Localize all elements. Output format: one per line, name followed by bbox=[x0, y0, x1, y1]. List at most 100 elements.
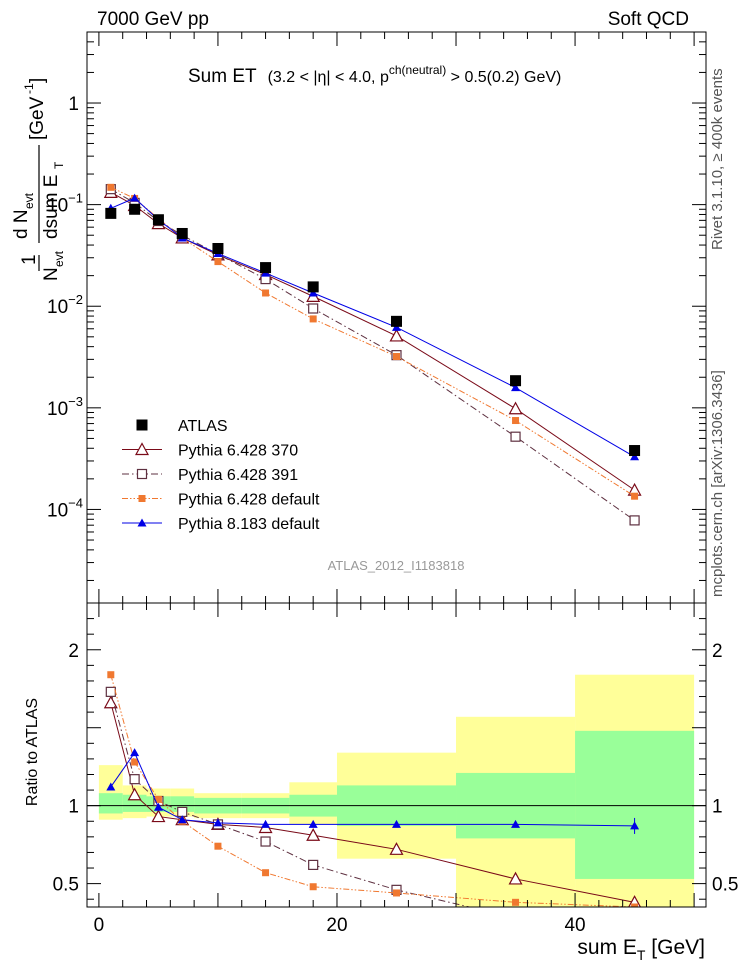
x-tick-label: 40 bbox=[564, 915, 585, 936]
main-pythia-6-428-370-point bbox=[508, 401, 523, 415]
plot-title-detail: (3.2 < |η| < 4.0, p bbox=[268, 69, 389, 86]
ratio-pythia-8-183-default-line bbox=[110, 751, 635, 827]
ratio-pythia-6-428-391-point bbox=[308, 859, 319, 871]
main-pythia-8-183-default-line bbox=[110, 197, 635, 458]
main-pythia-8-183-default-point bbox=[130, 193, 140, 202]
ratio-frame bbox=[86, 602, 707, 908]
plot-title-tail: > 0.5(0.2) GeV) bbox=[446, 69, 561, 86]
main-atlas-series bbox=[105, 203, 641, 457]
main-pythia-6-428-default-point bbox=[393, 353, 400, 361]
plot-title-sup: ch(neutral) bbox=[389, 63, 446, 77]
main-pythia-8-183-default-point bbox=[630, 452, 640, 461]
ratio-bands bbox=[98, 674, 695, 907]
ratio-pythia-8-183-default-point bbox=[106, 782, 116, 791]
uncertainty-band-inner bbox=[98, 793, 123, 814]
main-atlas-point bbox=[212, 242, 224, 254]
ratio-pythia-6-428-391-point bbox=[177, 806, 188, 818]
main-atlas-point bbox=[391, 315, 402, 327]
ratio-y-tick-label-right: 1 bbox=[712, 797, 723, 818]
main-pythia-6-428-391-point bbox=[308, 303, 319, 314]
ratio-pythia-6-428-default-point bbox=[262, 869, 270, 877]
main-pythia-6-428-default-point bbox=[512, 417, 520, 425]
ratio-plot-area: 0.5 0.51 12 20 20 40 bbox=[53, 602, 738, 936]
main-pythia-8-183-default-point bbox=[308, 288, 318, 297]
ratio-y-axis-label: Ratio to ATLAS bbox=[24, 698, 41, 806]
svg-text:d N: d N bbox=[11, 209, 32, 239]
category-label: Soft QCD bbox=[608, 9, 689, 30]
ratio-pythia-6-428-default-point bbox=[393, 889, 400, 897]
svg-text:-1: -1 bbox=[22, 83, 36, 94]
legend-item: Pythia 6.428 default bbox=[122, 492, 320, 509]
svg-text:1: 1 bbox=[19, 254, 40, 265]
x-axis-title: sum ET [GeV] bbox=[577, 936, 705, 963]
ratio-pythia-6-428-391-point bbox=[129, 774, 140, 785]
main-pythia-6-428-default-point bbox=[309, 315, 317, 323]
main-pythia-6-428-391-line bbox=[110, 188, 635, 521]
ratio-pythia-8-183-default-point bbox=[308, 819, 318, 828]
ratio-y-tick-label: 0.5 bbox=[53, 875, 79, 896]
ratio-pythia-6-428-default-point bbox=[214, 842, 222, 850]
main-pythia-6-428-default-point bbox=[214, 258, 222, 266]
ratio-pythia-6-428-370-point bbox=[306, 828, 321, 841]
mcplots-label: mcplots.cern.ch [arXiv:1306.3436] bbox=[709, 370, 726, 597]
main-atlas-point bbox=[176, 227, 188, 239]
ratio-pythia-8-183-default-point bbox=[392, 819, 401, 828]
collision-label: 7000 GeV pp bbox=[97, 9, 209, 30]
main-atlas-point bbox=[129, 203, 141, 215]
uncertainty-band-inner bbox=[170, 796, 195, 812]
main-pythia-6-428-default-point bbox=[262, 289, 270, 297]
svg-text:[GeV: [GeV bbox=[27, 96, 48, 140]
main-pythia-6-428-391-point bbox=[510, 431, 521, 442]
rivet-label: Rivet 3.1.10, ≥ 400k events bbox=[709, 68, 726, 250]
legend-label: ATLAS bbox=[178, 418, 228, 435]
analysis-label: ATLAS_2012_I1183818 bbox=[328, 558, 465, 573]
ratio-pythia-6-428-370-series bbox=[103, 695, 642, 907]
ratio-pythia-6-428-370-line bbox=[110, 702, 635, 903]
ratio-pythia-8-183-default-point bbox=[511, 819, 521, 828]
legend-marker bbox=[136, 468, 148, 480]
ratio-pythia-6-428-default-point bbox=[631, 903, 639, 907]
legend-marker bbox=[136, 419, 148, 431]
main-y-axis-label: 1 N evt d N evt dsum E T [GeV -1 ] bbox=[11, 78, 66, 281]
x-axis-title-sub: T bbox=[637, 947, 646, 963]
legend-label: Pythia 6.428 default bbox=[178, 492, 320, 509]
main-atlas-point bbox=[510, 375, 522, 387]
ratio-pythia-8-183-default-point bbox=[261, 819, 271, 828]
plot-title: Sum ET (3.2 < |η| < 4.0, pch(neutral) > … bbox=[188, 63, 561, 87]
main-atlas-point bbox=[152, 214, 164, 226]
legend-marker bbox=[138, 495, 146, 502]
ratio-pythia-6-428-391-point bbox=[105, 686, 116, 697]
legend-marker bbox=[137, 518, 147, 527]
main-pythia-6-428-default-point bbox=[631, 492, 639, 500]
ratio-y-tick-label: 2 bbox=[68, 641, 79, 662]
ratio-pythia-6-428-default-point bbox=[107, 671, 115, 679]
main-atlas-point bbox=[105, 207, 117, 219]
ratio-pythia-6-428-370-point bbox=[508, 871, 523, 885]
main-pythia-6-428-370-line bbox=[110, 191, 635, 491]
svg-text:N: N bbox=[41, 267, 62, 281]
y-tick-label: 1 bbox=[68, 94, 79, 115]
ratio-pythia-8-183-default-point bbox=[177, 815, 187, 824]
ratio-pythia-6-428-default-point bbox=[154, 795, 162, 803]
y-tick-label: 10−3 bbox=[47, 394, 83, 420]
legend-label: Pythia 8.183 default bbox=[178, 516, 320, 533]
y-tick-label: 10−4 bbox=[47, 495, 83, 521]
x-tick-label: 20 bbox=[326, 915, 347, 936]
uncertainty-band-inner bbox=[575, 730, 695, 879]
main-atlas-point bbox=[629, 445, 641, 457]
ratio-pythia-6-428-default-point bbox=[309, 883, 317, 891]
ratio-y-tick-label: 1 bbox=[68, 797, 79, 818]
legend-label: Pythia 6.428 370 bbox=[178, 443, 298, 460]
ratio-pythia-6-428-370-point bbox=[151, 809, 166, 823]
ratio-pythia-6-428-default-point bbox=[131, 758, 139, 766]
legend-label: Pythia 6.428 391 bbox=[178, 467, 298, 484]
main-pythia-6-428-391-point bbox=[629, 515, 640, 526]
ratio-pythia-6-428-default-point bbox=[512, 898, 520, 906]
ratio-pythia-6-428-391-point bbox=[260, 836, 271, 847]
ratio-pythia-6-428-370-point bbox=[389, 842, 404, 855]
ratio-pythia-6-428-391-point bbox=[630, 926, 639, 935]
ratio-pythia-6-428-370-point bbox=[127, 787, 142, 801]
x-axis-title-unit: [GeV] bbox=[645, 936, 705, 959]
main-pythia-6-428-370-point bbox=[389, 328, 404, 342]
main-pythia-8-183-default-point bbox=[511, 383, 521, 392]
